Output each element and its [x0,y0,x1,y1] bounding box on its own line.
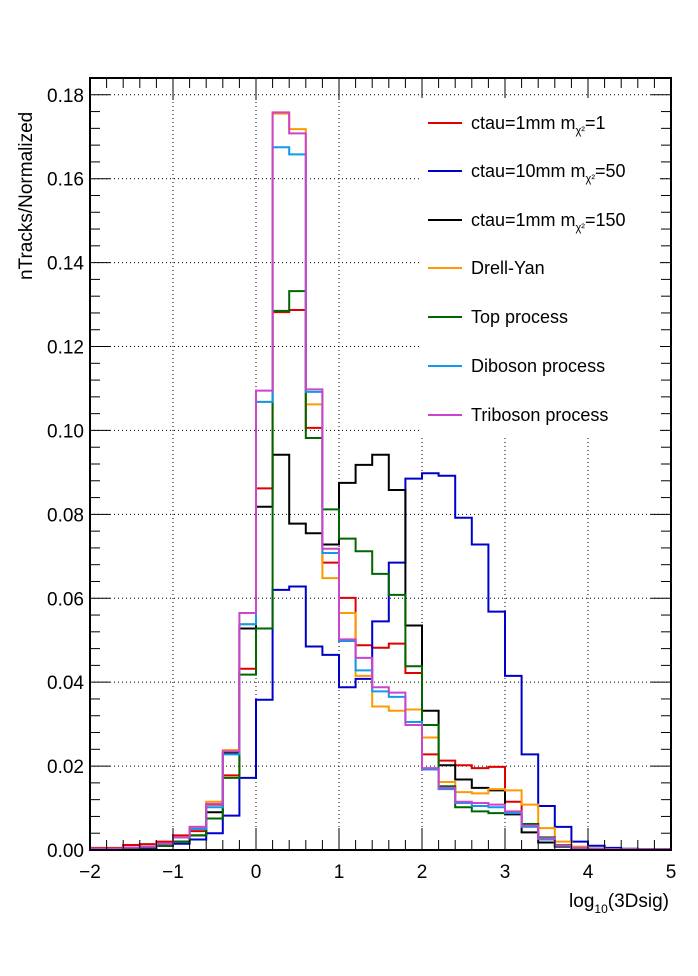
y-tick-label: 0.14 [47,254,84,275]
y-tick-label: 0.02 [47,757,84,778]
y-tick-label: 0.12 [47,338,84,359]
legend-label: ctau=1mm mχ²=1 [471,113,606,137]
legend-label: Drell-Yan [471,258,545,278]
x-tick-label: 1 [334,862,345,883]
legend: ctau=1mm mχ²=1 ctau=10mm mχ²=50 ctau=1mm m… [428,113,626,425]
legend-label: ctau=10mm mχ²=50 [471,161,626,185]
series-line-1 [90,472,671,851]
series-line-6 [90,111,671,851]
y-axis-title: nTracks/Normalized [16,112,37,280]
x-tick-label: 5 [666,862,677,883]
x-axis-title-subscript: 10 [594,902,608,916]
y-tick-label: 0.10 [47,421,84,442]
x-tick-label: −1 [162,862,184,883]
x-tick-label: 2 [417,862,428,883]
legend-label: Top process [471,307,568,327]
x-tick-label: −2 [79,862,101,883]
x-axis-title-rest: (3Dsig) [608,891,669,912]
y-tick-label: 0.04 [47,673,84,694]
y-tick-label: 0.00 [47,841,84,862]
y-tick-label: 0.06 [47,589,84,610]
x-tick-label: 0 [251,862,262,883]
legend-label: Diboson process [471,356,605,376]
x-axis-title: log10(3Dsig) [569,891,669,916]
axis-ticks [89,78,672,851]
tick-labels: −2 −1 0 1 2 3 4 5 0.00 0.02 0.04 0.06 0.08 0.10 0.12 0.… [47,86,676,883]
x-tick-label: 3 [500,862,511,883]
x-tick-label: 4 [583,862,594,883]
x-axis-title-main: log [569,891,594,912]
y-tick-label: 0.16 [47,170,84,191]
y-tick-label: 0.18 [47,86,84,107]
legend-label: Triboson process [471,405,608,425]
y-tick-label: 0.08 [47,505,84,526]
legend-label: ctau=1mm mχ²=150 [471,210,626,234]
